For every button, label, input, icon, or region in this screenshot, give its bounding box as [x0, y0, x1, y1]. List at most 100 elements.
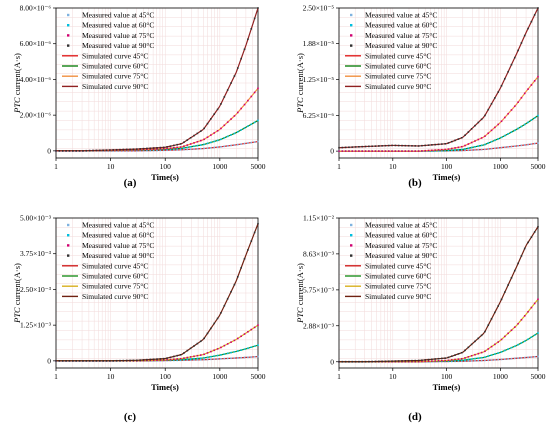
data-point	[520, 318, 523, 321]
x-axis-label: Time(s)	[151, 172, 179, 182]
legend-label: Measured value at 45°C	[82, 221, 154, 230]
data-point	[189, 136, 192, 139]
data-point	[387, 144, 390, 147]
data-point	[378, 360, 380, 363]
data-point	[220, 127, 222, 130]
data-point	[507, 133, 509, 135]
data-point	[507, 348, 509, 350]
data-point	[517, 144, 519, 147]
data-point	[404, 150, 407, 152]
legend-label: Measured value at 90°C	[365, 251, 437, 260]
data-point	[530, 236, 533, 238]
plot-frame	[338, 7, 539, 159]
data-point	[213, 132, 216, 134]
data-point	[230, 357, 232, 360]
data-point	[162, 146, 165, 149]
panels-group: 1 10 100 1000 500002.00×10⁻⁶4.00×10⁻⁶6.00×10…	[12, 4, 546, 424]
data-point	[233, 115, 236, 117]
data-point	[487, 355, 490, 357]
data-point	[223, 145, 226, 148]
y-axis-label-unit: current(A·s)	[295, 53, 305, 95]
data-point	[474, 340, 476, 343]
data-point	[454, 354, 456, 356]
data-point	[441, 143, 443, 145]
data-point	[404, 360, 407, 363]
data-point	[210, 350, 212, 353]
data-point	[341, 360, 344, 363]
data-point	[464, 359, 466, 361]
data-point	[220, 145, 222, 148]
data-point	[146, 359, 148, 362]
data-point	[523, 247, 526, 250]
data-point	[199, 144, 202, 146]
data-point	[474, 140, 476, 142]
data-point	[527, 310, 529, 313]
data-point	[206, 142, 209, 145]
data-point	[250, 346, 253, 349]
data-point	[226, 89, 229, 91]
data-point	[152, 149, 155, 152]
data-point	[257, 344, 259, 346]
data-point	[105, 360, 108, 362]
x-axis-label: Time(s)	[151, 382, 179, 392]
data-point	[95, 149, 98, 152]
data-point	[139, 148, 141, 151]
data-point	[186, 144, 189, 146]
data-point	[216, 108, 219, 111]
data-point	[467, 358, 470, 361]
legend-label: Measured value at 45°C	[365, 221, 437, 230]
data-point	[364, 145, 367, 148]
data-point	[199, 357, 202, 360]
data-point	[417, 150, 420, 152]
data-point	[517, 127, 519, 130]
data-point	[397, 360, 400, 362]
legend-label: Measured value at 45°C	[365, 11, 437, 20]
data-point	[173, 146, 175, 149]
data-point	[162, 357, 165, 360]
data-point	[411, 359, 413, 362]
data-point	[441, 148, 443, 151]
data-point	[457, 353, 460, 355]
data-point	[527, 241, 529, 244]
data-point	[444, 357, 446, 359]
data-point	[500, 120, 503, 123]
data-point	[494, 126, 496, 129]
x-tick-label: 5000	[251, 162, 266, 171]
data-point	[397, 144, 400, 147]
data-point	[533, 334, 536, 336]
data-point	[176, 147, 178, 150]
data-point	[407, 360, 410, 363]
data-point	[454, 149, 456, 151]
data-point	[102, 149, 104, 151]
data-point	[513, 345, 516, 348]
data-point	[179, 143, 182, 145]
y-tick-label: 2.50×10⁻⁵	[303, 4, 335, 13]
data-point	[510, 357, 513, 360]
data-point	[407, 144, 410, 147]
data-point	[233, 132, 236, 135]
data-point	[183, 147, 185, 149]
data-point	[169, 356, 172, 359]
legend-label: Measured value at 60°C	[365, 231, 437, 240]
data-point	[537, 75, 539, 78]
data-point	[348, 146, 350, 149]
data-point	[477, 121, 480, 124]
data-point	[361, 150, 364, 152]
data-point	[437, 149, 440, 151]
data-point	[156, 146, 158, 149]
data-point	[230, 144, 232, 147]
data-point	[55, 150, 57, 152]
data-point	[411, 145, 413, 147]
data-point	[58, 150, 61, 152]
data-point	[537, 355, 539, 358]
data-point	[480, 351, 483, 354]
data-point	[98, 360, 101, 362]
legend-label: Simulated curve 60°C	[82, 272, 148, 281]
data-point	[467, 360, 470, 362]
data-point	[414, 360, 417, 363]
data-point	[371, 360, 373, 363]
data-point	[391, 150, 393, 152]
data-point	[203, 143, 205, 146]
data-point	[414, 150, 417, 152]
